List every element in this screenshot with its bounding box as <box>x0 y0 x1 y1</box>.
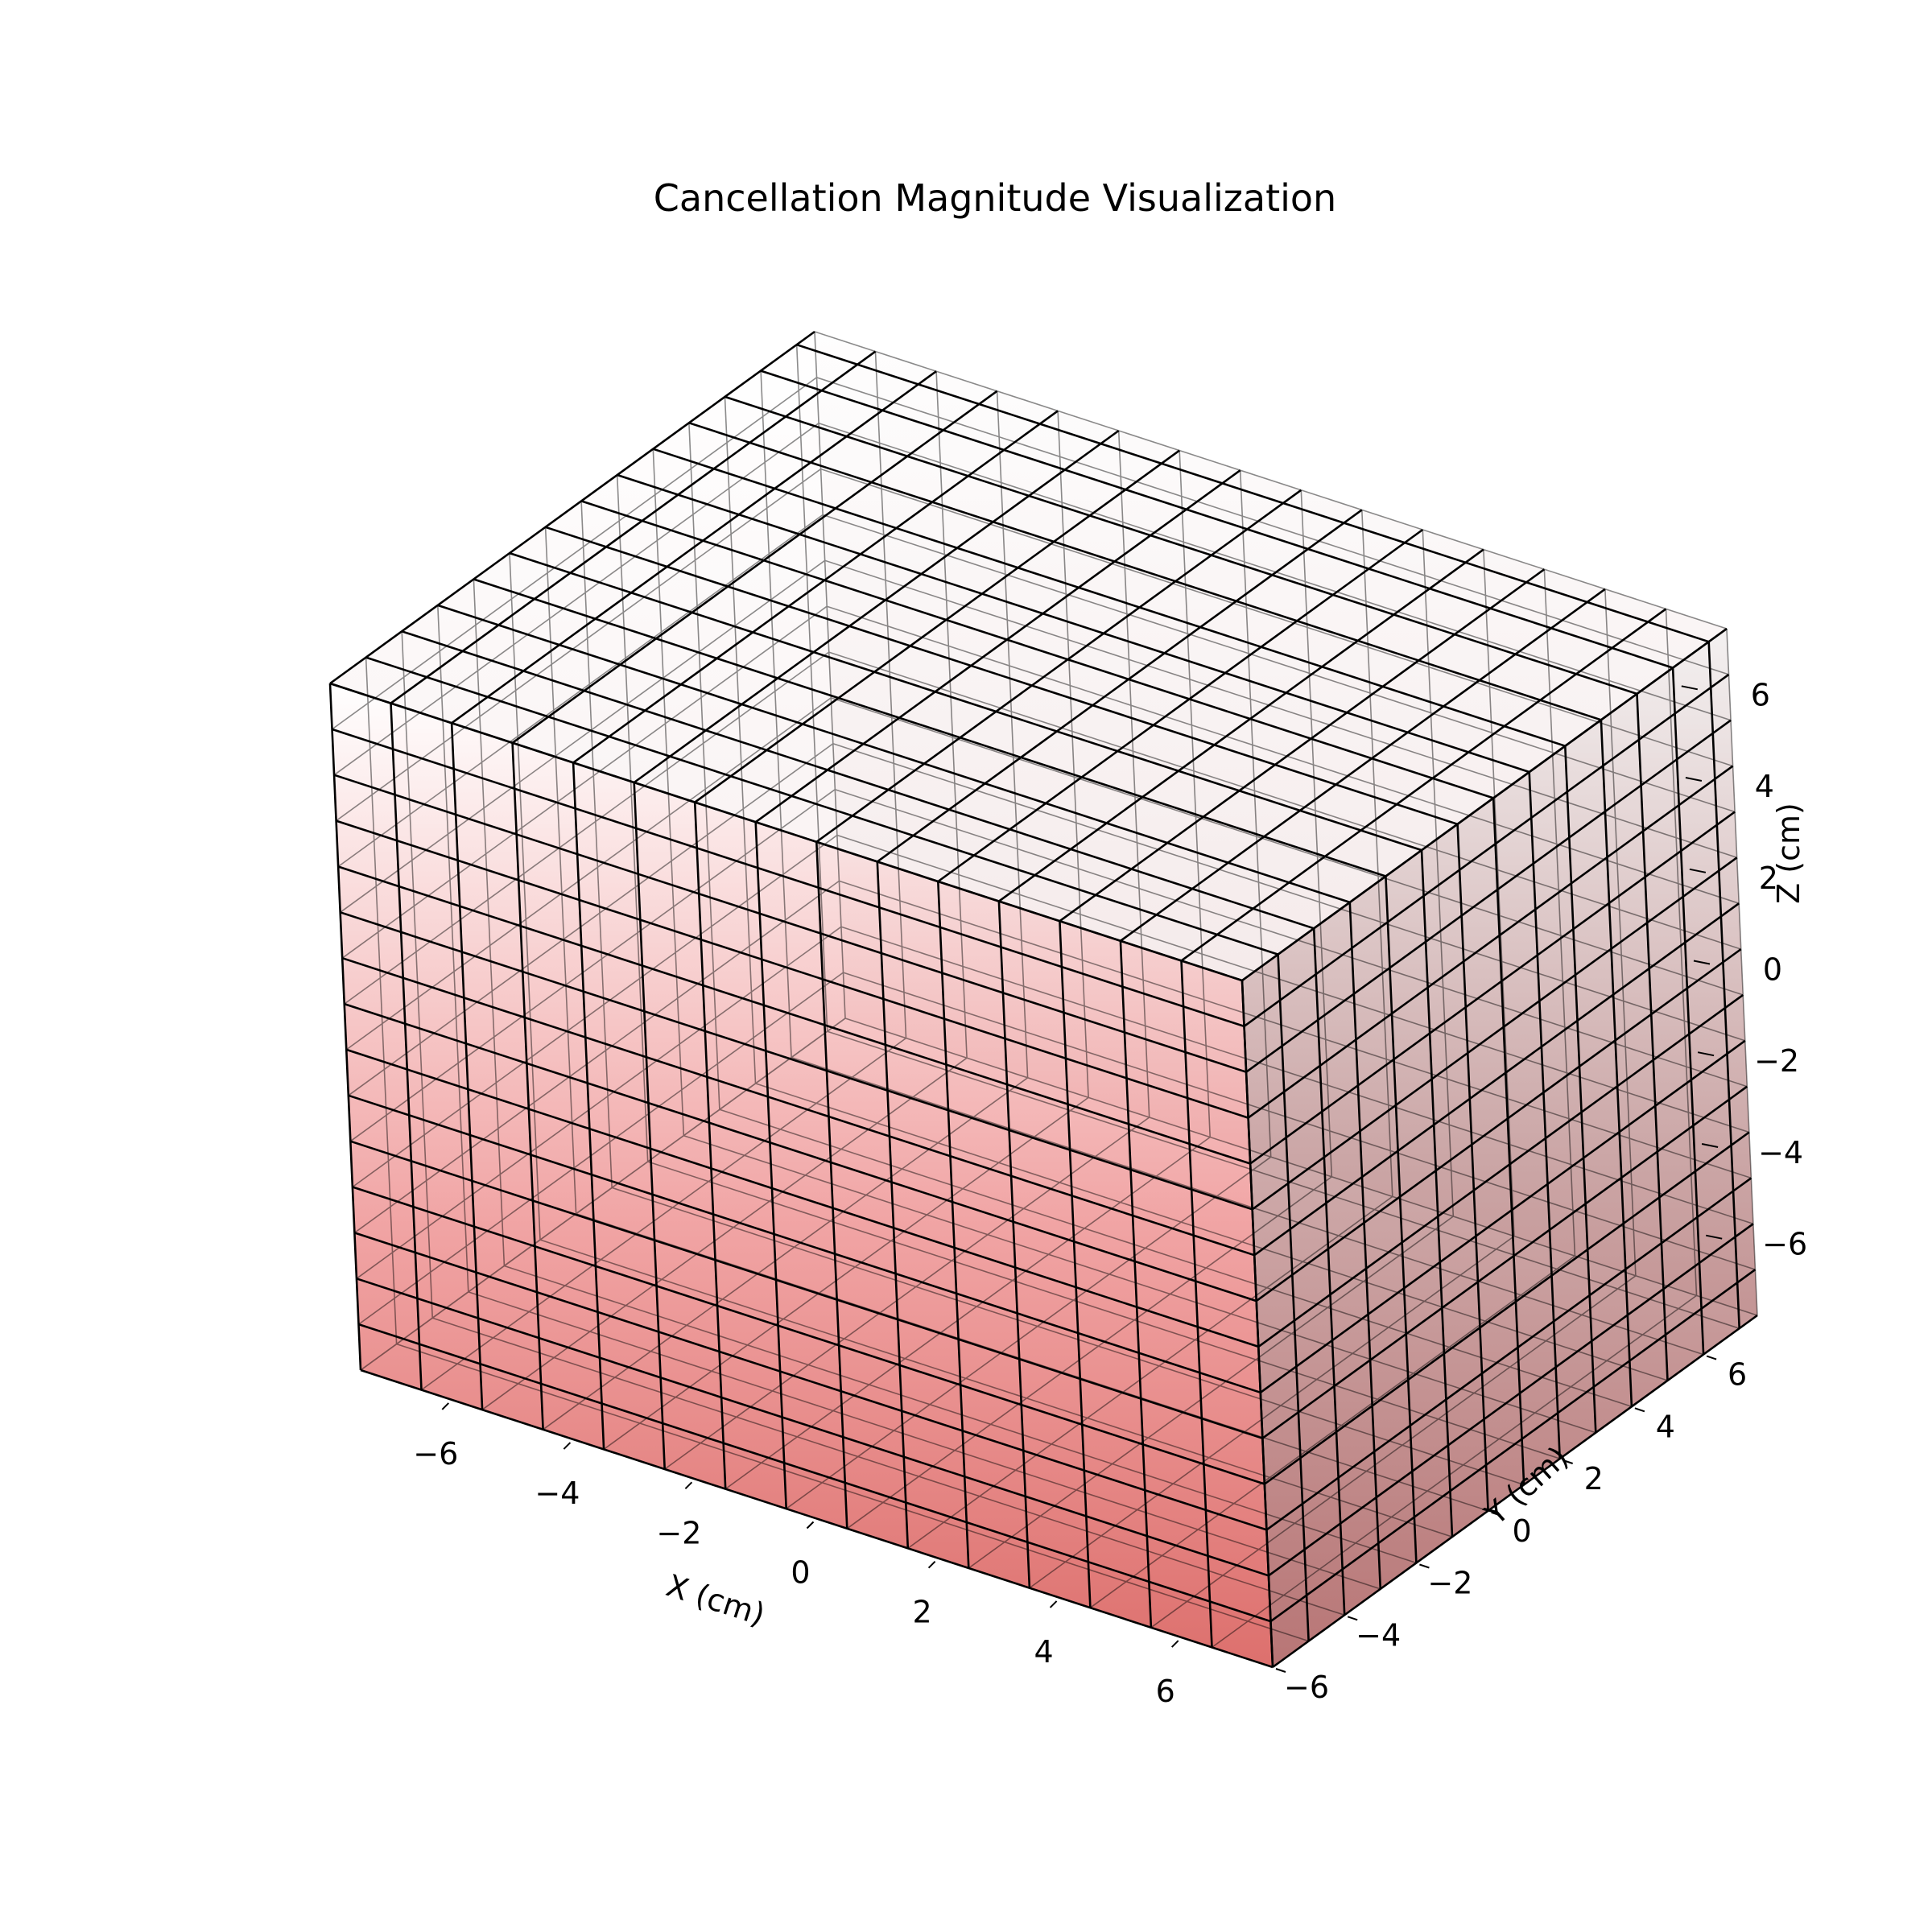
z-tick-label: −2 <box>1754 1043 1799 1079</box>
z-tick-label: 2 <box>1759 861 1778 896</box>
x-tick-mark <box>441 1402 450 1410</box>
z-tick-label: −6 <box>1762 1227 1807 1262</box>
y-tick-mark <box>1563 1459 1574 1464</box>
x-tick-mark <box>563 1442 572 1450</box>
z-axis: −6 −4 −2 0 2 4 6 <box>1681 677 1807 1262</box>
outer-voxel-edges <box>328 330 1758 1669</box>
y-tick-mark <box>1491 1511 1501 1517</box>
y-tick-label: −2 <box>1427 1566 1472 1601</box>
z-tick-label: 0 <box>1763 952 1782 988</box>
z-tick-mark <box>1693 960 1711 965</box>
x-tick-mark <box>684 1481 693 1490</box>
z-tick-mark <box>1697 1051 1715 1057</box>
y-tick-mark <box>1347 1616 1358 1621</box>
z-tick-mark <box>1701 1143 1719 1148</box>
x-tick-label: 0 <box>791 1555 810 1591</box>
y-tick-mark <box>1419 1563 1430 1569</box>
y-tick-mark <box>1706 1355 1717 1360</box>
x-axis: −6 −4 −2 0 2 4 6 <box>413 1402 1179 1709</box>
y-tick-label: 4 <box>1656 1409 1675 1444</box>
z-tick-mark <box>1689 868 1707 873</box>
y-tick-label: −4 <box>1356 1617 1401 1653</box>
z-tick-label: −4 <box>1758 1135 1803 1170</box>
x-tick-label: −2 <box>656 1515 701 1550</box>
z-tick-label: 4 <box>1755 769 1774 804</box>
y-tick-label: −6 <box>1284 1670 1329 1705</box>
x-tick-mark <box>806 1521 815 1530</box>
x-tick-label: −6 <box>413 1436 458 1472</box>
z-tick-mark <box>1685 777 1703 782</box>
x-axis-label: X (cm) <box>662 1567 769 1633</box>
x-tick-mark <box>1170 1640 1179 1648</box>
y-tick-mark <box>1275 1668 1286 1673</box>
y-tick-label: 6 <box>1728 1357 1747 1393</box>
x-tick-label: −4 <box>535 1476 580 1511</box>
z-axis-label: Z (cm) <box>1771 803 1806 904</box>
y-axis: −6 −4 −2 0 2 4 6 <box>1275 1355 1747 1705</box>
x-tick-mark <box>1049 1600 1058 1608</box>
x-tick-label: 2 <box>913 1595 932 1630</box>
x-tick-mark <box>927 1560 936 1569</box>
z-tick-mark <box>1706 1234 1723 1240</box>
x-tick-label: 6 <box>1156 1674 1175 1709</box>
y-tick-mark <box>1634 1407 1645 1413</box>
z-tick-label: 6 <box>1751 677 1770 712</box>
y-tick-label: 2 <box>1584 1461 1604 1496</box>
z-tick-mark <box>1681 685 1698 691</box>
front-face <box>330 683 1273 1667</box>
x-tick-label: 4 <box>1034 1634 1054 1670</box>
chart-title: Cancellation Magnitude Visualization <box>654 176 1336 220</box>
y-tick-label: 0 <box>1513 1513 1532 1549</box>
